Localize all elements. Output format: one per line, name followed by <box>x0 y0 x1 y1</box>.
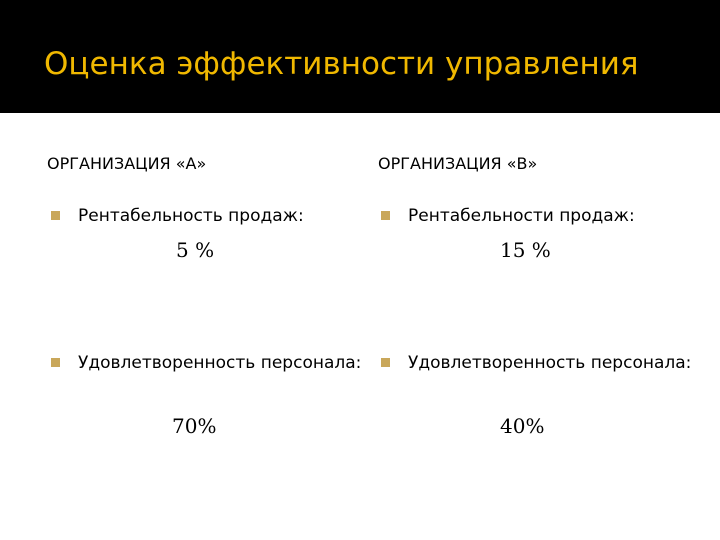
title-band <box>0 0 720 113</box>
slide-title: Оценка эффективности управления <box>44 46 639 82</box>
item-label: Удовлетворенность персонала: <box>408 353 692 373</box>
value-staff-satisfaction-a: 70% <box>172 414 217 438</box>
value-sales-profitability-b: 15 % <box>500 238 551 262</box>
item-label: Рентабельность продаж: <box>78 206 304 226</box>
square-bullet-icon <box>51 211 60 220</box>
square-bullet-icon <box>381 211 390 220</box>
item-label: Рентабельности продаж: <box>408 206 635 226</box>
column-heading-org-b: ОРГАНИЗАЦИЯ «В» <box>378 154 538 173</box>
value-staff-satisfaction-b: 40% <box>500 414 545 438</box>
column-heading-org-a: ОРГАНИЗАЦИЯ «А» <box>47 154 207 173</box>
item-label: Удовлетворенность персонала: <box>78 353 362 373</box>
square-bullet-icon <box>381 358 390 367</box>
value-sales-profitability-a: 5 % <box>176 238 215 262</box>
square-bullet-icon <box>51 358 60 367</box>
